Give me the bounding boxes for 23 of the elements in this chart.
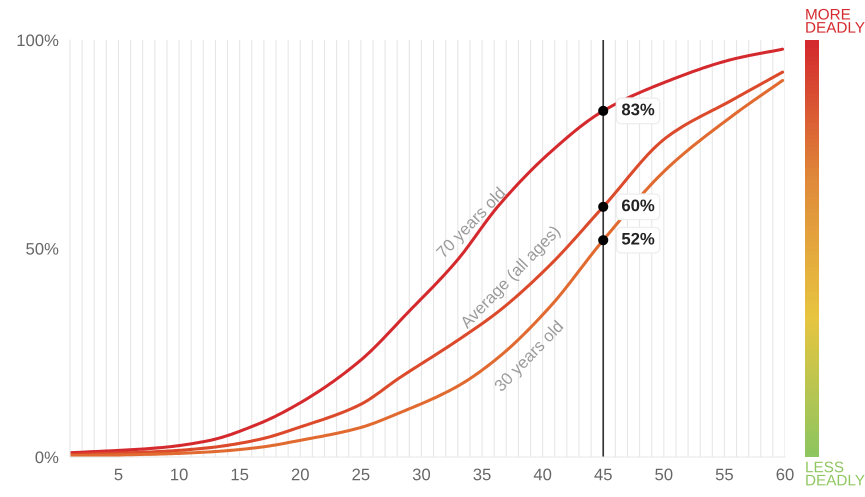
x-tick-label: 25 xyxy=(352,468,370,480)
y-tick-label: 0% xyxy=(35,451,58,464)
text: MORE DEADLY xyxy=(806,8,865,33)
data-label: 60% xyxy=(622,199,654,212)
point xyxy=(598,235,608,246)
x-tick-label: 30 xyxy=(412,468,430,480)
data-label: 83% xyxy=(622,104,654,116)
text: LESS DEADLY xyxy=(806,462,865,486)
x-tick-label: 55 xyxy=(716,468,733,480)
x-tick-label: 60 xyxy=(776,468,794,480)
x-tick-label: 20 xyxy=(292,468,309,480)
y-tick-label: 50% xyxy=(26,242,58,255)
x-tick-label: 10 xyxy=(171,468,188,480)
x-tick-label: 45 xyxy=(594,468,612,480)
x-tick-label: 40 xyxy=(534,468,552,480)
point xyxy=(598,202,608,212)
x-tick-label: 15 xyxy=(232,468,248,480)
x-tick-label: 50 xyxy=(655,468,672,480)
y-tick-label: 100% xyxy=(18,34,58,46)
point xyxy=(598,106,608,116)
data-label: 52% xyxy=(622,232,654,245)
x-tick-label: 5 xyxy=(114,468,122,480)
x-tick-label: 35 xyxy=(473,468,491,480)
